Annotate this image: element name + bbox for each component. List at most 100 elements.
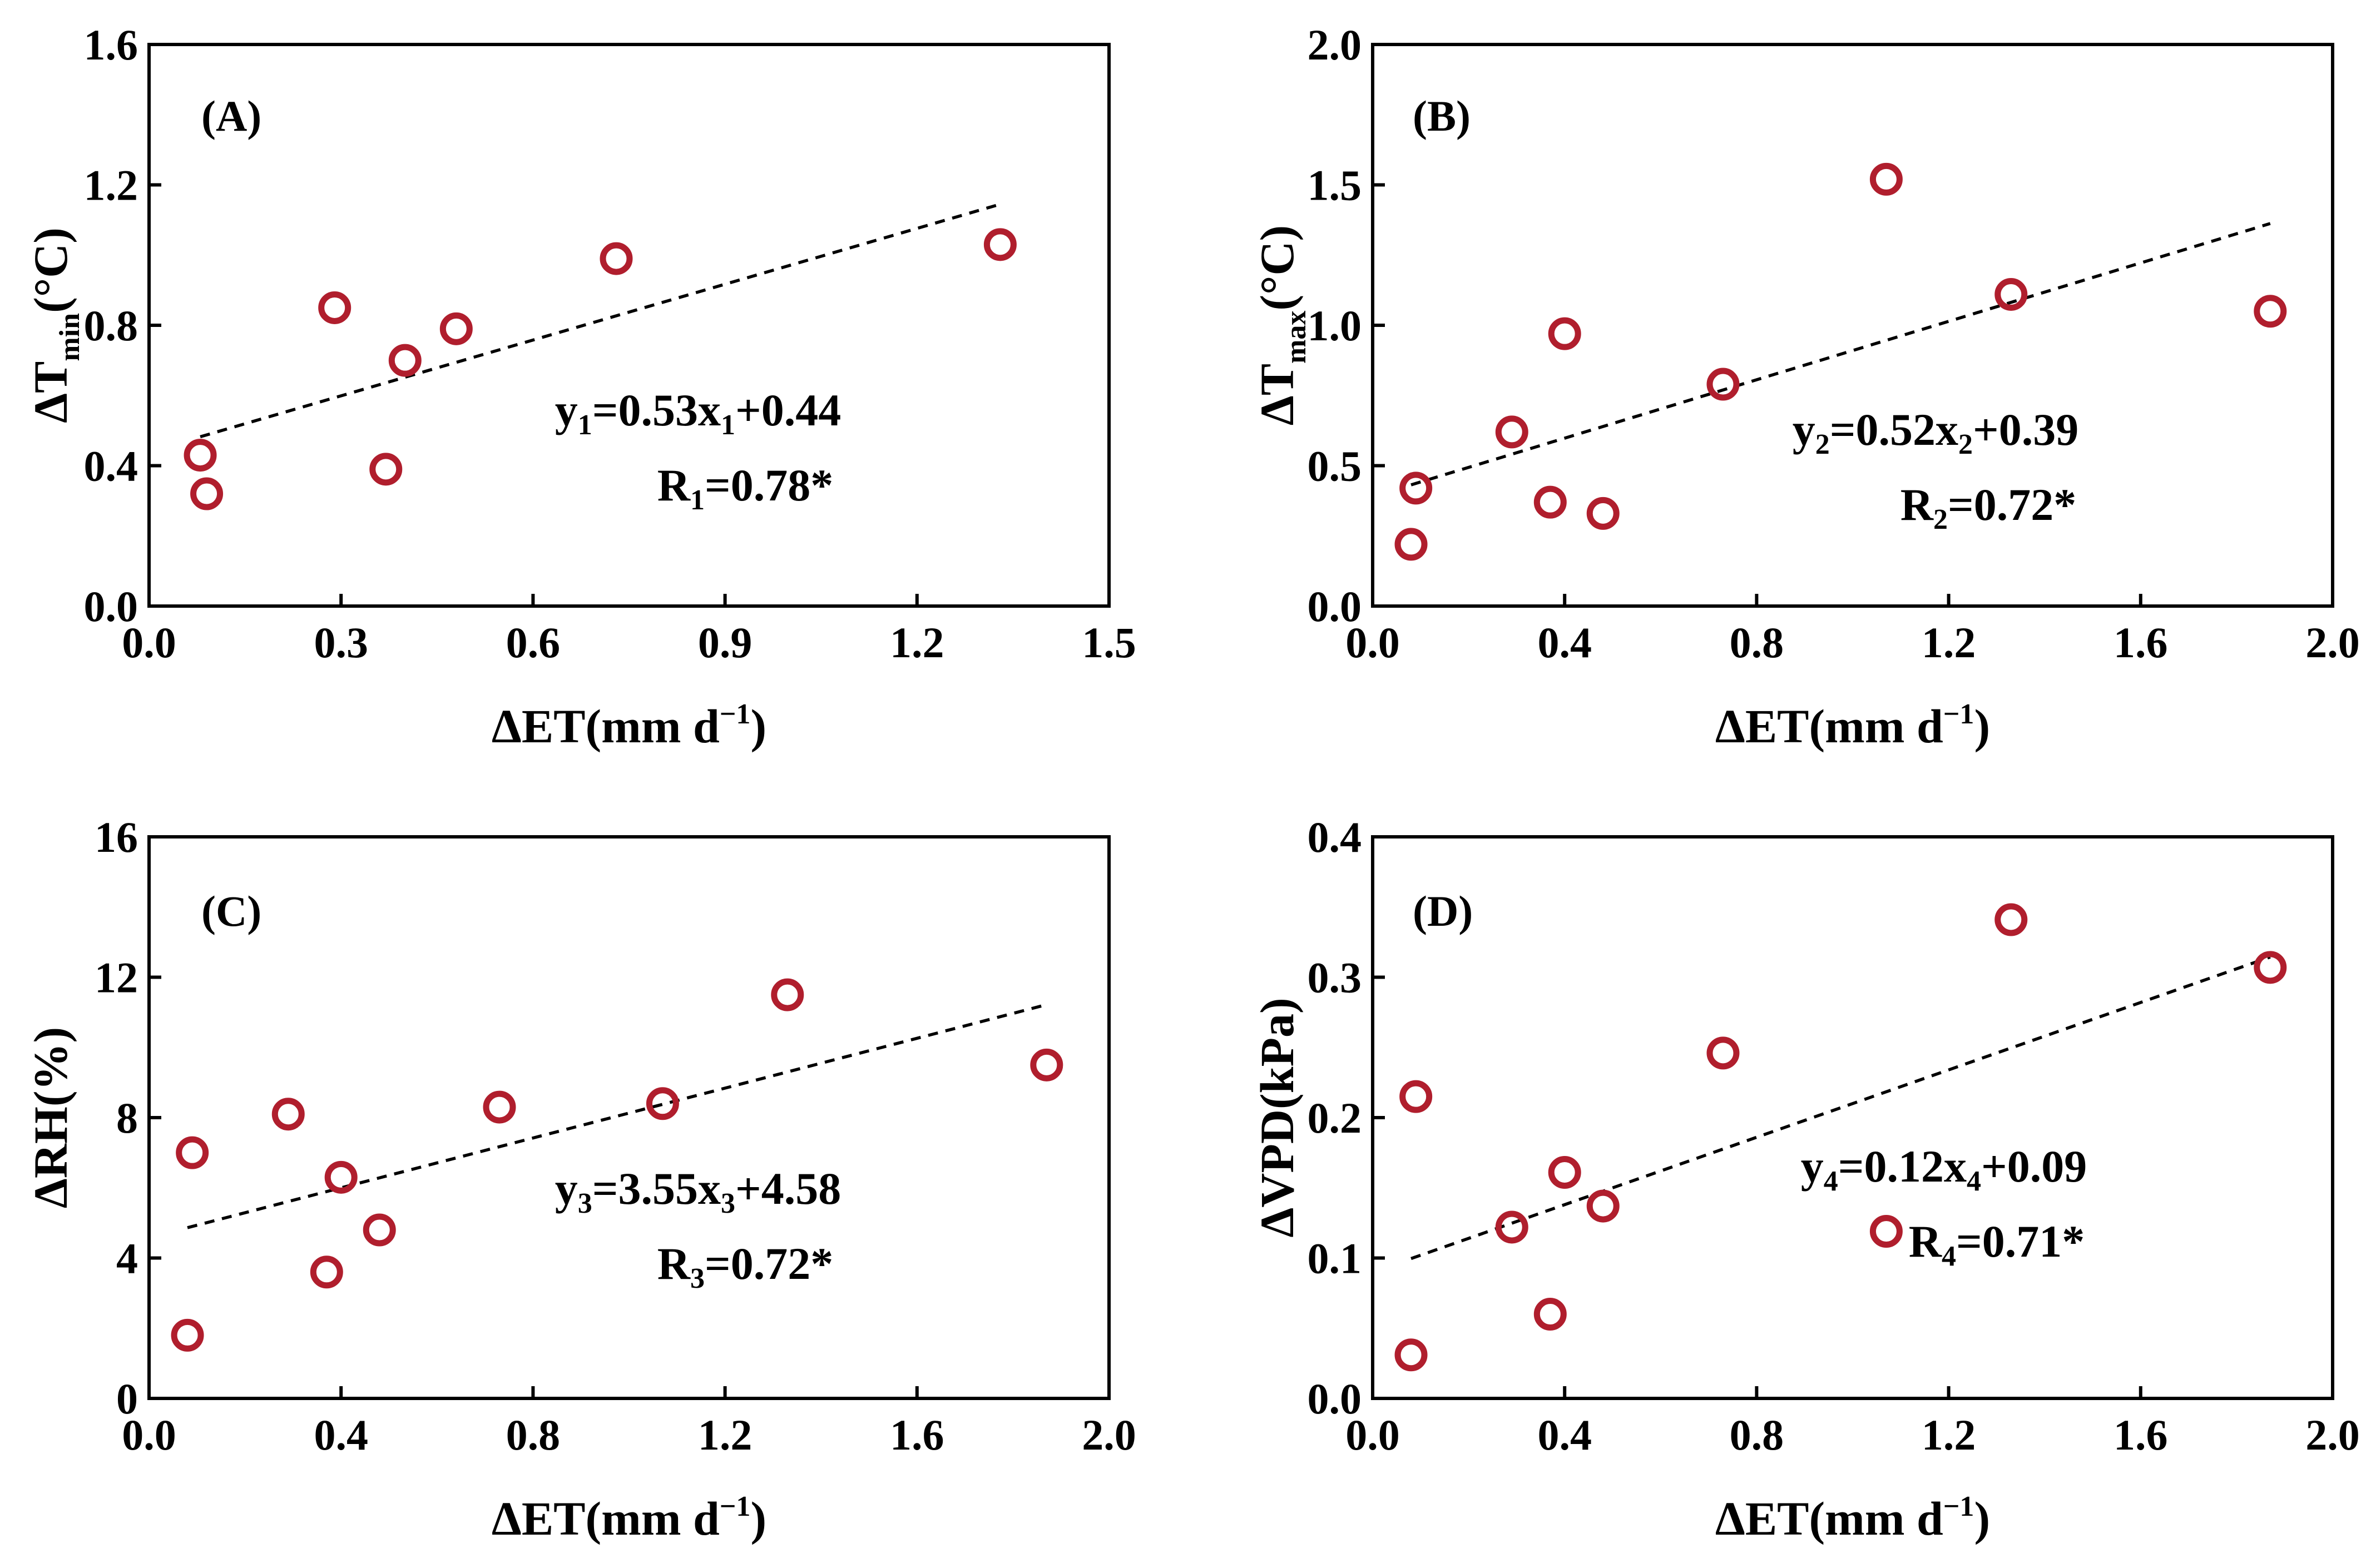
data-point (1399, 472, 1433, 505)
panels: 0.0 0.3 0.6 0.9 1.2 1.5 0.0 0.4 0.8 1.2 1.6 ΔET(mm … (24, 21, 2360, 1545)
data-point (1586, 1189, 1620, 1223)
data-point (1869, 162, 1903, 196)
y-tick-label: 0.0 (84, 582, 138, 631)
correlation-coefficient: R3=0.72* (657, 1238, 833, 1294)
x-tick-label: 0.0 (122, 1411, 176, 1459)
x-tick-label: 0.3 (314, 618, 368, 667)
x-axis-title: ΔET(mm d−1) (492, 1491, 766, 1545)
y-tick-label: 0.0 (1308, 1375, 1362, 1423)
plot-frame (1371, 43, 2334, 608)
panel-label: (B) (1413, 92, 1471, 140)
x-tick-label: 2.0 (2305, 618, 2360, 667)
data-point (1030, 1048, 1063, 1081)
y-tick-label: 0.8 (84, 301, 138, 350)
x-tick-label: 0.4 (1537, 618, 1592, 667)
x-tick-label: 1.2 (890, 618, 944, 667)
data-point (1548, 1155, 1581, 1189)
data-point (1994, 903, 2028, 936)
x-tick-label: 1.5 (1082, 618, 1136, 667)
fit-line (1410, 222, 2271, 487)
data-point (771, 978, 804, 1011)
fit-line (1410, 955, 2271, 1261)
y-tick-label: 0.3 (1308, 954, 1362, 1002)
data-point (1495, 1210, 1528, 1244)
x-tick-label: 0.9 (698, 618, 753, 667)
data-point (1533, 1298, 1567, 1331)
x-tick-label: 1.2 (698, 1411, 753, 1459)
x-tick-label: 0.0 (1345, 618, 1400, 667)
y-tick-label: 0.2 (1308, 1094, 1362, 1142)
data-point (388, 344, 422, 377)
data-point (310, 1256, 343, 1289)
x-tick-label: 2.0 (2305, 1411, 2360, 1459)
data-point (1394, 528, 1428, 561)
fit-line (200, 202, 1001, 439)
plot-frame (147, 835, 1111, 1400)
y-tick-label: 4 (116, 1234, 138, 1283)
x-tick-label: 2.0 (1082, 1411, 1136, 1459)
data-point (363, 1213, 396, 1247)
data-point (176, 1136, 209, 1169)
regression-equation: y3=3.55x3+4.58 (555, 1163, 841, 1219)
fit-line (187, 1003, 1047, 1229)
x-tick-label: 0.8 (506, 1411, 561, 1459)
x-tick-label: 1.2 (1922, 1411, 1976, 1459)
panel-label: (C) (201, 887, 261, 935)
regression-equation: y4=0.12x4+0.09 (1801, 1141, 2087, 1197)
data-point (369, 453, 403, 486)
x-tick-label: 1.6 (2113, 1411, 2168, 1459)
data-point (1533, 485, 1567, 519)
y-tick-label: 0.0 (1308, 582, 1362, 631)
x-tick-label: 0.8 (1730, 618, 1784, 667)
data-point (483, 1090, 516, 1124)
x-tick-label: 0.0 (122, 618, 176, 667)
x-tick-label: 0.4 (1537, 1411, 1592, 1459)
x-axis-title: ΔET(mm d−1) (1715, 698, 1990, 753)
data-point (184, 439, 217, 472)
y-axis-title: ΔRH(%) (24, 1027, 77, 1208)
data-point (1548, 317, 1581, 350)
data-point (324, 1160, 358, 1194)
data-point (439, 312, 473, 345)
x-axis-title: ΔET(mm d−1) (492, 698, 766, 753)
data-point (1706, 368, 1740, 401)
panel-d: 0.0 0.4 0.8 1.2 1.6 2.0 0.0 0.1 0.2 0.3 0.4 ΔET(mm … (1250, 813, 2360, 1545)
y-tick-label: 1.2 (84, 161, 138, 210)
plot-frame (147, 43, 1111, 608)
data-point (1394, 1338, 1428, 1372)
panel-c: 0.0 0.4 0.8 1.2 1.6 2.0 0 4 8 12 16 ΔET(mm d−1) ΔRH(… (24, 813, 1136, 1545)
data-point (1495, 415, 1528, 449)
y-tick-label: 2.0 (1308, 21, 1362, 69)
data-point (318, 291, 352, 324)
correlation-coefficient: R2=0.72* (1900, 479, 2076, 535)
panel-label: (A) (201, 92, 261, 140)
panel-a: 0.0 0.3 0.6 0.9 1.2 1.5 0.0 0.4 0.8 1.2 1.6 ΔET(mm … (24, 21, 1136, 753)
data-point (1586, 497, 1620, 530)
x-axis-title: ΔET(mm d−1) (1715, 1491, 1990, 1545)
data-point (190, 477, 224, 510)
plot-frame (1371, 835, 2334, 1400)
y-tick-label: 0.1 (1308, 1234, 1362, 1283)
data-point (1994, 277, 2028, 311)
data-point (2254, 295, 2287, 328)
x-tick-label: 0.4 (314, 1411, 368, 1459)
x-tick-label: 1.6 (2113, 618, 2168, 667)
data-point (2254, 951, 2287, 984)
correlation-coefficient: R1=0.78* (657, 460, 833, 516)
x-tick-label: 0.6 (506, 618, 561, 667)
correlation-coefficient: R4=0.71* (1909, 1216, 2085, 1272)
panel-b: 0.0 0.4 0.8 1.2 1.6 2.0 0.0 0.5 1.0 1.5 2.0 ΔET(mm … (1250, 21, 2360, 753)
data-point (1706, 1036, 1740, 1070)
data-point (983, 228, 1017, 261)
y-tick-label: 1.0 (1308, 301, 1362, 350)
y-tick-label: 0 (116, 1375, 138, 1423)
y-tick-label: 1.5 (1308, 161, 1362, 210)
data-point (646, 1087, 679, 1120)
x-tick-label: 1.2 (1922, 618, 1976, 667)
data-point (271, 1098, 305, 1131)
regression-equation: y1=0.53x1+0.44 (555, 385, 841, 441)
y-axis-title: ΔTmin(°C) (24, 227, 86, 423)
y-tick-label: 1.6 (84, 21, 138, 69)
data-point (1869, 1215, 1903, 1248)
